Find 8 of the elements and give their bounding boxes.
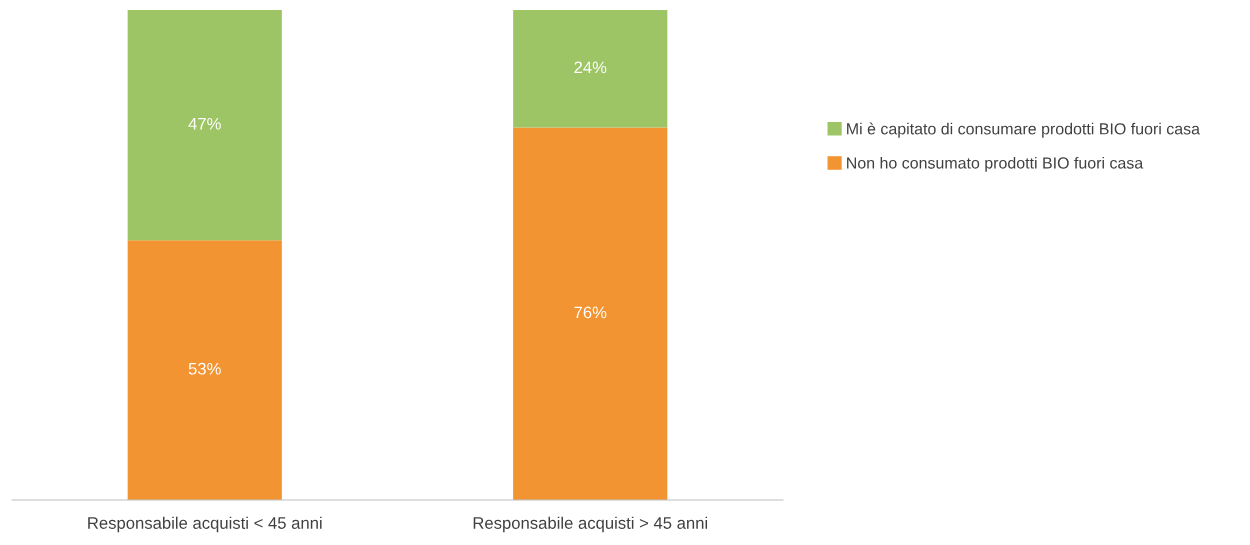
data-label: 53% xyxy=(188,362,221,375)
data-label: 76% xyxy=(574,306,607,319)
legend-label: Non ho consumato prodotti BIO fuori casa xyxy=(847,156,1144,172)
data-label: 24% xyxy=(574,61,607,74)
x-tick-label: Responsabile acquisti < 45 anni xyxy=(88,516,322,533)
data-label: 47% xyxy=(188,117,221,130)
x-tick-label: Responsabile acquisti > 45 anni xyxy=(473,516,708,533)
legend-label: Mi è capitato di consumare prodotti BIO fuori casa xyxy=(847,122,1200,138)
